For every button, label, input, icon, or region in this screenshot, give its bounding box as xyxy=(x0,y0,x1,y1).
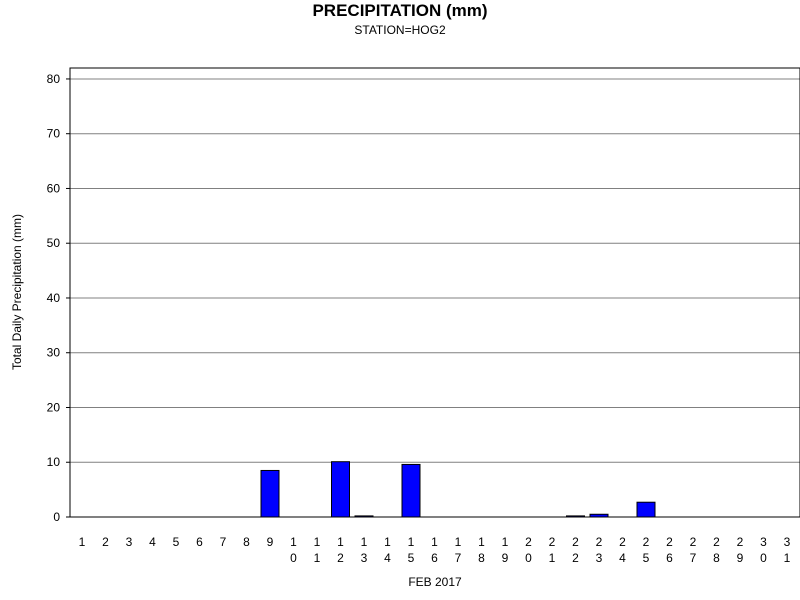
y-tick-label: 0 xyxy=(53,510,60,524)
y-tick-label: 60 xyxy=(47,181,61,195)
bar-day-12 xyxy=(331,461,350,518)
x-tick-label: 5 xyxy=(173,535,180,549)
y-axis-label: Total Daily Precipitation (mm) xyxy=(10,214,24,370)
chart-subtitle: STATION=HOG2 xyxy=(354,23,446,37)
y-tick-label: 40 xyxy=(47,291,61,305)
x-tick-label: 8 xyxy=(243,535,250,549)
y-tick-label: 20 xyxy=(47,400,61,414)
bar-day-9 xyxy=(260,469,280,518)
x-axis-label: FEB 2017 xyxy=(408,575,462,589)
y-tick-label: 10 xyxy=(47,455,61,469)
y-tick-label: 50 xyxy=(47,236,61,250)
x-tick-label: 9 xyxy=(267,535,274,549)
gridlines xyxy=(70,78,800,463)
x-tick-label: 3 xyxy=(126,535,133,549)
y-tick-label: 30 xyxy=(47,346,61,360)
y-tick-label: 70 xyxy=(47,127,61,141)
bar-day-15 xyxy=(401,463,421,518)
x-axis: 1 2 3 4 5 6 7 8 9 1 01 11 21 31 41 51 61 71 81 92 02 12 22 32 42… xyxy=(79,535,791,565)
plot-frame xyxy=(69,67,800,518)
chart-title: PRECIPITATION (mm) xyxy=(312,1,488,20)
y-tick-label: 80 xyxy=(47,72,61,86)
x-tick-label: 2 xyxy=(102,535,109,549)
x-tick-label: 1 xyxy=(79,535,86,549)
x-tick-label: 4 xyxy=(149,535,156,549)
bar-day-25 xyxy=(636,501,656,518)
bars xyxy=(260,461,656,518)
x-tick-label: 6 xyxy=(196,535,203,549)
y-axis: 0 10 20 30 40 50 60 70 80 xyxy=(47,72,70,524)
x-tick-label: 7 xyxy=(220,535,227,549)
